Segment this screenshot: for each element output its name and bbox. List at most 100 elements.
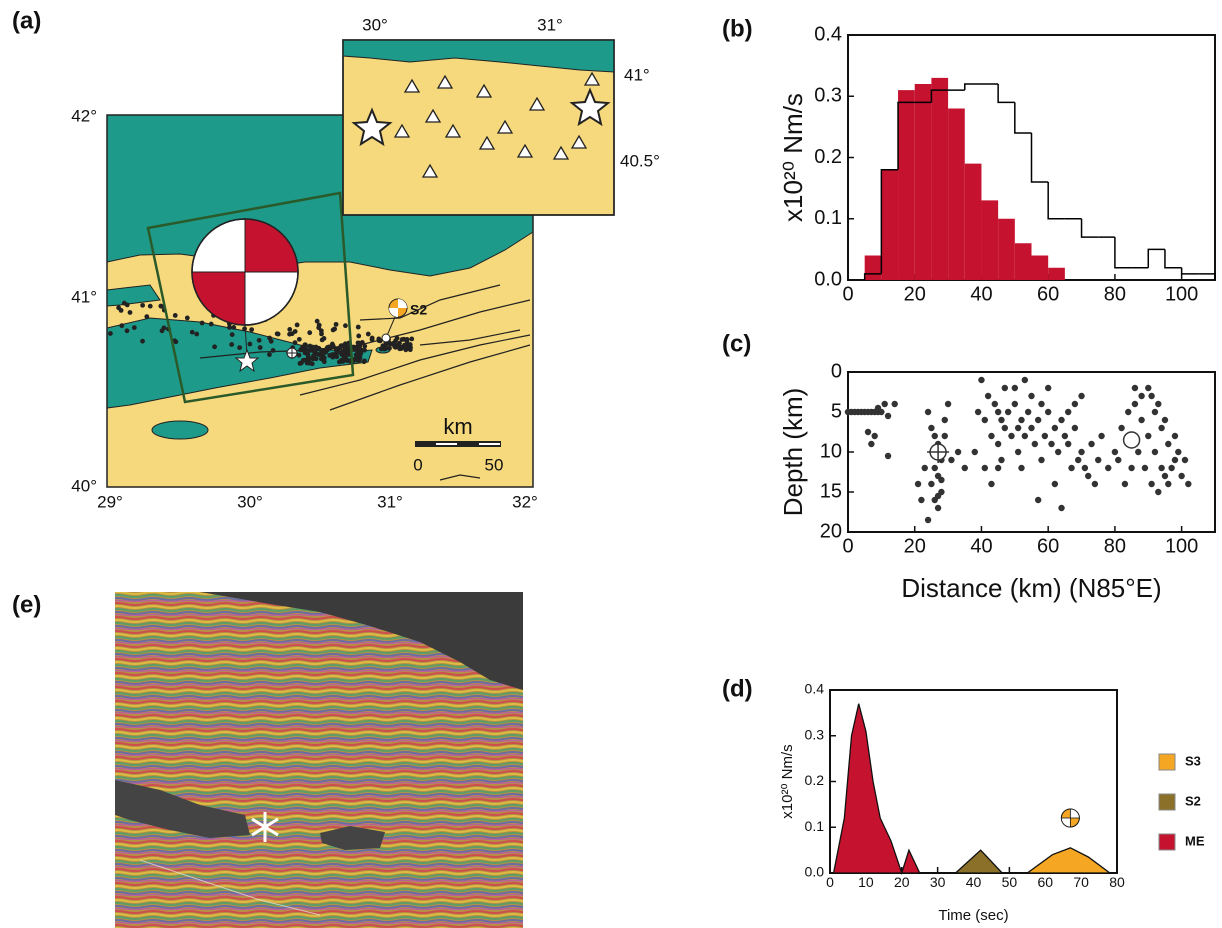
scatter-point: [1004, 408, 1012, 416]
aftershock: [319, 331, 324, 337]
panel-label: (a): [12, 7, 41, 34]
scatter-point: [1148, 480, 1155, 488]
panel-label: (b): [722, 15, 753, 42]
scatter-point: [988, 432, 995, 440]
scatter-point: [1018, 464, 1025, 472]
aftershock: [305, 352, 311, 357]
scatter-point: [1161, 472, 1169, 480]
scatter-point: [1001, 424, 1009, 432]
scatter-point: [921, 464, 928, 472]
panel-label: (c): [722, 330, 751, 357]
aftershock: [365, 331, 371, 337]
aftershock: [319, 337, 325, 343]
rupture-box: [146, 191, 355, 404]
scatter-point: [998, 456, 1005, 464]
scatter-point: [1081, 464, 1089, 472]
lake: [151, 420, 209, 440]
y-tick-label: 5: [831, 400, 842, 422]
histogram-bar: [998, 218, 1015, 280]
aftershock: [256, 337, 262, 343]
aftershock: [212, 344, 218, 350]
scatter-point: [1181, 456, 1189, 464]
scatter-point: [1021, 432, 1029, 440]
aftershock: [242, 326, 247, 332]
x-tick-label: 50: [1002, 874, 1018, 890]
aftershock: [330, 343, 336, 349]
scatter-point: [1165, 440, 1172, 448]
scatter-point: [924, 408, 932, 416]
scatter-point: [868, 440, 875, 448]
scatter-point: [961, 464, 968, 472]
histogram-step: [863, 273, 882, 280]
panel-label: (e): [12, 591, 41, 618]
x-tick-label: 80: [1104, 283, 1126, 305]
scatter-point: [944, 400, 952, 408]
aftershock: [140, 302, 146, 308]
scatter-point: [1098, 432, 1105, 440]
scatter-point: [938, 476, 945, 484]
x-tick-label: 0: [842, 535, 853, 557]
scatter-point: [1085, 472, 1092, 480]
x-axis-label: Distance (km) (N85°E): [901, 573, 1161, 603]
scatter-point: [928, 424, 935, 432]
aftershock: [339, 343, 345, 349]
station: [436, 74, 454, 89]
scatter-point: [871, 432, 878, 440]
inset-lat-label: 40.5°: [620, 151, 660, 170]
scatter-point: [948, 456, 955, 464]
aftershock: [267, 352, 272, 357]
histogram-step: [897, 101, 915, 170]
scatter-point: [1151, 448, 1159, 456]
aftershock: [316, 325, 322, 331]
y-tick-label: 10: [820, 440, 842, 462]
legend-swatch: [1158, 833, 1176, 851]
scatter-point: [1024, 408, 1032, 416]
scatter-point: [991, 400, 998, 408]
scatter-point: [1121, 480, 1129, 488]
scatter-point: [1105, 464, 1112, 472]
aftershock: [292, 340, 298, 346]
histogram-bar: [1014, 243, 1032, 280]
scatter-point: [1171, 456, 1179, 464]
legend-label: S2: [1185, 793, 1201, 808]
scatter-point: [1145, 432, 1152, 440]
mechanism-icon: [1060, 808, 1080, 828]
area: [832, 703, 921, 876]
scatter-point: [971, 448, 978, 456]
lon-label: 31°: [377, 492, 403, 511]
x-tick-label: 20: [894, 874, 910, 890]
station: [552, 145, 570, 160]
scatter-point: [984, 392, 992, 400]
histogram-bar: [931, 77, 949, 280]
histogram-bar: [864, 255, 882, 280]
aftershock: [333, 321, 339, 327]
histogram-bar: [881, 169, 899, 280]
histogram-step: [1030, 133, 1049, 183]
scatter-point: [1028, 424, 1035, 432]
scatter-point: [1048, 440, 1055, 448]
scatter-point: [1071, 400, 1079, 408]
aftershock: [310, 344, 315, 350]
scatter-point: [864, 428, 872, 436]
y-tick-label: 0.4: [814, 23, 842, 45]
aftershock: [292, 329, 298, 334]
station: [570, 134, 588, 149]
x-tick-label: 30: [930, 874, 946, 890]
scatter-point: [874, 404, 882, 412]
x-tick-label: 60: [1037, 535, 1059, 557]
legend-swatch: [1158, 793, 1176, 811]
aftershock: [393, 344, 398, 350]
scatter-point: [1038, 456, 1045, 464]
histogram-bar: [948, 108, 965, 280]
aftershock: [313, 344, 319, 350]
y-tick-label: 0.3: [805, 726, 825, 742]
y-tick-label: 0.0: [805, 864, 825, 880]
scatter-point: [994, 464, 1002, 472]
y-tick-label: 20: [820, 520, 842, 542]
aftershock: [118, 307, 124, 313]
aftershock: [362, 347, 368, 353]
aftershock: [351, 344, 357, 350]
aftershock: [409, 336, 415, 342]
scale-label: 0: [413, 455, 422, 474]
